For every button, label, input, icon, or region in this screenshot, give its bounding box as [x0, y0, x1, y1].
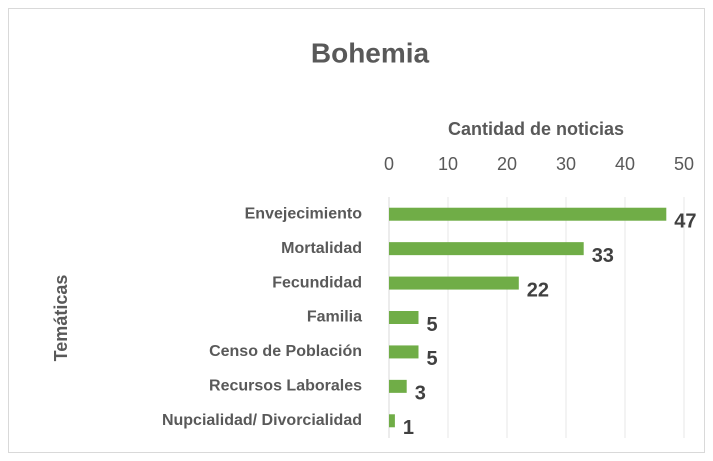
bar — [389, 242, 584, 256]
bar — [389, 379, 407, 393]
data-label: 5 — [427, 314, 438, 336]
y-tick-label: Nupcialidad/ Divorcialidad — [162, 412, 362, 429]
y-tick-label: Censo de Población — [209, 343, 362, 360]
x-tick-label: 40 — [615, 154, 635, 174]
y-tick-label: Fecundidad — [272, 274, 362, 291]
bar — [389, 207, 667, 221]
x-tick-label: 20 — [497, 154, 517, 174]
x-tick-label: 50 — [674, 154, 694, 174]
data-label: 5 — [427, 348, 438, 370]
bar — [389, 276, 519, 290]
bar — [389, 311, 419, 324]
y-axis-title: Temáticas — [51, 275, 71, 362]
x-tick-label: 30 — [556, 154, 576, 174]
data-label: 47 — [674, 210, 696, 232]
chart-border — [8, 8, 705, 453]
x-tick-label: 0 — [384, 154, 394, 174]
chart-title: Bohemia — [311, 37, 430, 68]
data-label: 1 — [403, 417, 414, 439]
y-tick-label: Envejecimiento — [245, 205, 363, 222]
x-axis-title: Cantidad de noticias — [448, 119, 624, 139]
y-tick-label: Recursos Laborales — [209, 378, 362, 395]
y-tick-label: Familia — [307, 309, 362, 326]
bar — [389, 414, 395, 428]
x-tick-label: 10 — [438, 154, 458, 174]
y-tick-label: Mortalidad — [281, 240, 362, 257]
data-label: 3 — [415, 383, 426, 405]
bar — [389, 345, 419, 359]
data-label: 22 — [527, 279, 549, 301]
data-label: 33 — [592, 245, 614, 267]
